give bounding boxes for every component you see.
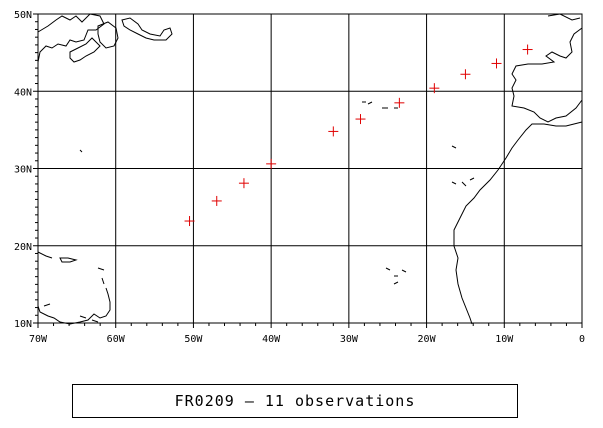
lat-tick-label: 20N <box>14 242 32 253</box>
observation-marker <box>460 69 471 80</box>
observation-marker <box>429 83 440 94</box>
observation-marker <box>522 44 533 55</box>
lon-tick-label: 30W <box>340 334 359 345</box>
caption-box: FR0209 — 11 observations <box>72 384 518 418</box>
coastline-nova-scotia <box>69 37 101 63</box>
coastline-north-america <box>37 13 105 63</box>
lon-tick-label: 70W <box>29 334 48 345</box>
lon-tick-label: 20W <box>418 334 437 345</box>
lat-tick-label: 40N <box>14 87 32 98</box>
map-frame <box>37 13 583 324</box>
coastline-azores <box>362 101 398 109</box>
lon-tick-label: 60W <box>107 334 126 345</box>
coastlines <box>37 13 583 325</box>
lat-tick-label: 10N <box>14 319 32 330</box>
coastline-cape-verde <box>385 267 407 285</box>
axis-labels: 70W 60W 50W 40W 30W 20W 10W 0 10N 20N 30N 40N 50N <box>14 10 585 345</box>
lat-tick-label: 50N <box>14 10 32 21</box>
observation-markers <box>184 44 533 227</box>
coastline-cape-breton <box>121 17 173 41</box>
lon-tick-label: 50W <box>184 334 203 345</box>
observation-marker <box>238 178 249 189</box>
lat-lon-grid <box>37 13 583 324</box>
caption-text: FR0209 — 11 observations <box>174 392 416 410</box>
coastline-canaries <box>451 177 475 187</box>
lon-tick-label: 40W <box>262 334 281 345</box>
coastline-africa <box>453 121 583 325</box>
coastline-newfoundland <box>97 21 119 49</box>
observation-marker <box>211 195 222 206</box>
observation-marker <box>491 58 502 69</box>
lat-tick-label: 30N <box>14 165 32 176</box>
lon-tick-label: 0 <box>579 334 585 345</box>
observation-marker <box>394 97 405 108</box>
coastline-europe <box>511 13 583 123</box>
coastline-madeira <box>451 145 457 149</box>
coastline-caribbean <box>37 251 111 325</box>
lon-tick-label: 10W <box>495 334 514 345</box>
observation-marker <box>184 216 195 227</box>
observation-marker <box>355 114 366 125</box>
coastline-lesser-antilles <box>43 303 99 323</box>
coastline-bermuda <box>79 149 83 153</box>
observation-marker <box>266 158 277 169</box>
observation-marker <box>328 126 339 137</box>
